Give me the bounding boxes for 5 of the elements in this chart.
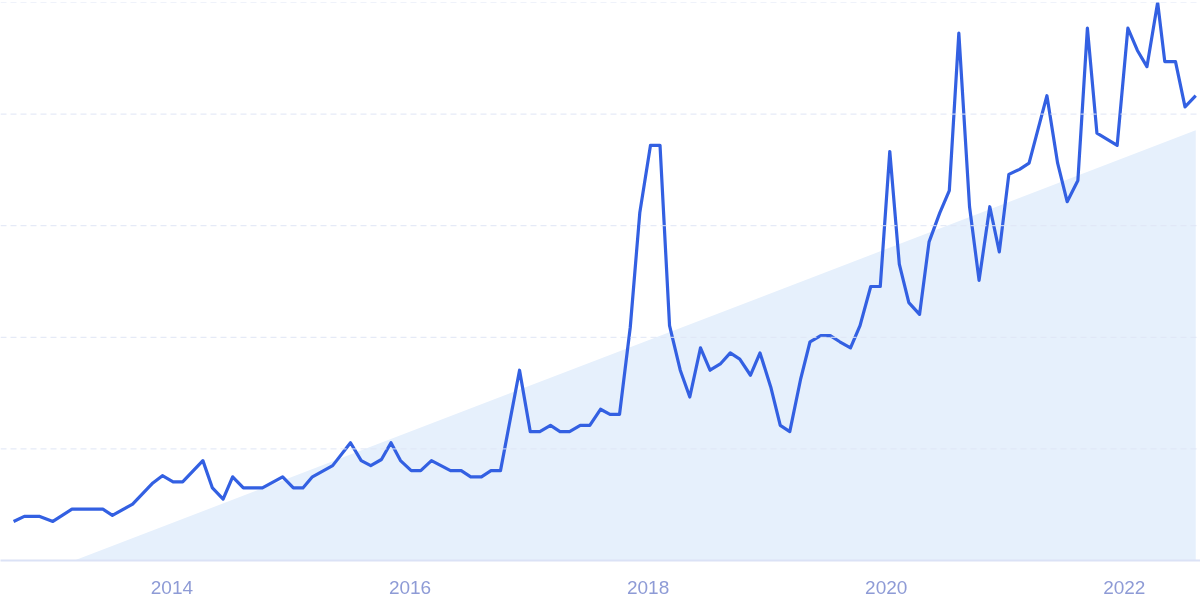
x-tick-label: 2022	[1103, 576, 1146, 598]
x-tick-label: 2014	[150, 576, 194, 598]
x-tick-label: 2016	[388, 576, 432, 598]
x-tick-label: 2020	[865, 576, 908, 598]
x-tick-label: 2018	[626, 576, 670, 598]
